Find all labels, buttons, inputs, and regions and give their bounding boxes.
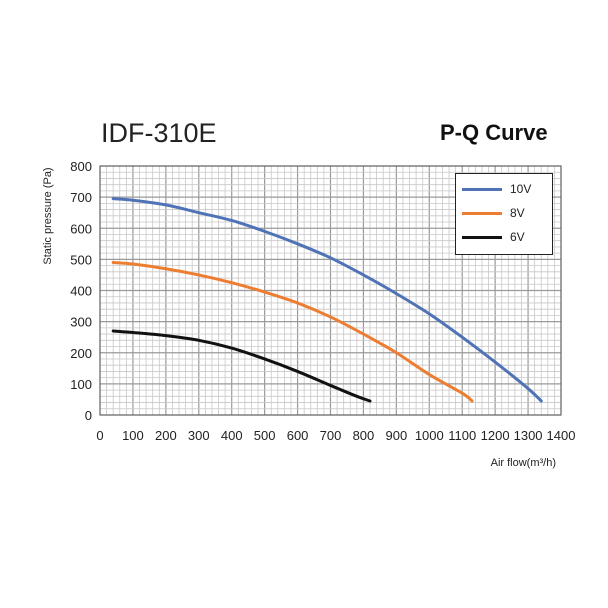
x-tick-label: 200	[155, 428, 177, 443]
x-axis-ticks: 0 100 200 300 400 500 600 700 800 900 1000 1100 1200…	[96, 428, 575, 443]
y-tick-label: 800	[70, 159, 92, 174]
x-tick-label: 0	[96, 428, 103, 443]
chart-title: P-Q Curve	[440, 120, 548, 145]
y-tick-label: 600	[70, 221, 92, 236]
x-tick-label: 400	[221, 428, 243, 443]
legend-swatch-8v	[462, 211, 502, 215]
y-tick-label: 500	[70, 252, 92, 267]
legend-swatch-6v	[462, 235, 502, 239]
plot-area-frame	[99, 165, 562, 416]
x-tick-label: 1200	[481, 428, 510, 443]
x-tick-label: 1300	[514, 428, 543, 443]
legend-label-6v: 6V	[510, 230, 525, 244]
y-tick-label: 700	[70, 190, 92, 205]
x-tick-label: 1000	[415, 428, 444, 443]
y-tick-label: 100	[70, 377, 92, 392]
legend-label-10v: 10V	[510, 182, 532, 196]
legend-item-6v: 6V	[462, 230, 525, 244]
chart-series	[111, 197, 543, 403]
x-tick-label: 600	[287, 428, 309, 443]
chart-legend: 10V 8V 6V	[455, 173, 553, 255]
x-tick-label: 500	[254, 428, 276, 443]
y-tick-label: 300	[70, 315, 92, 330]
x-axis-label: Air flow(m³/h)	[490, 457, 556, 469]
y-axis-ticks: 0 100 200 300 400 500 600 700 800	[70, 159, 92, 423]
x-tick-label: 300	[188, 428, 210, 443]
x-tick-label: 100	[122, 428, 144, 443]
x-tick-label: 800	[353, 428, 375, 443]
x-tick-label: 1100	[448, 428, 476, 443]
series-line-10v	[111, 197, 543, 403]
model-title: IDF-310E	[101, 118, 217, 148]
y-tick-label: 400	[70, 284, 92, 299]
x-tick-label: 900	[386, 428, 408, 443]
legend-label-8v: 8V	[510, 206, 525, 220]
legend-item-10v: 10V	[462, 182, 531, 196]
series-line-8v	[111, 260, 474, 403]
y-axis-label: Static pressure (Pa)	[42, 167, 54, 265]
legend-swatch-10v	[462, 187, 502, 191]
x-tick-label: 700	[320, 428, 342, 443]
x-tick-label: 1400	[547, 428, 576, 443]
y-tick-label: 0	[85, 408, 92, 423]
series-line-6v	[111, 329, 372, 403]
y-tick-label: 200	[70, 346, 92, 361]
legend-item-8v: 8V	[462, 206, 525, 220]
